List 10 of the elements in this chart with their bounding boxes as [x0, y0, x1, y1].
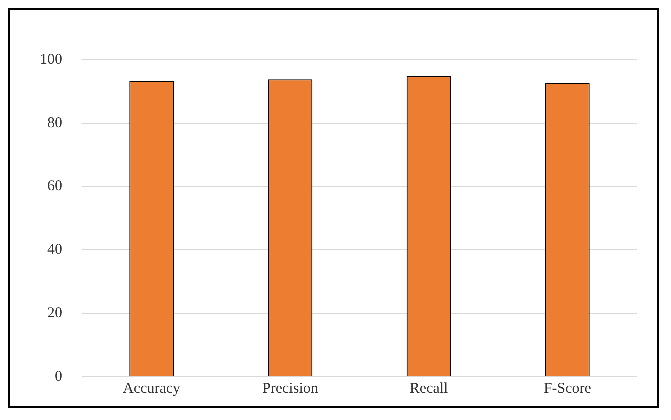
x-tick-label: F-Score	[544, 380, 592, 397]
y-tick-label: 100	[40, 52, 62, 68]
y-tick-label: 80	[48, 115, 62, 132]
x-tick-label: Precision	[262, 380, 319, 397]
y-tick-label: 40	[48, 242, 62, 258]
y-tick-label: 60	[48, 178, 62, 195]
y-tick-label: 20	[48, 306, 62, 322]
x-tick-label: Recall	[410, 380, 448, 397]
x-tick-label: Accuracy	[123, 380, 182, 397]
y-tick-label: 0	[55, 368, 62, 385]
